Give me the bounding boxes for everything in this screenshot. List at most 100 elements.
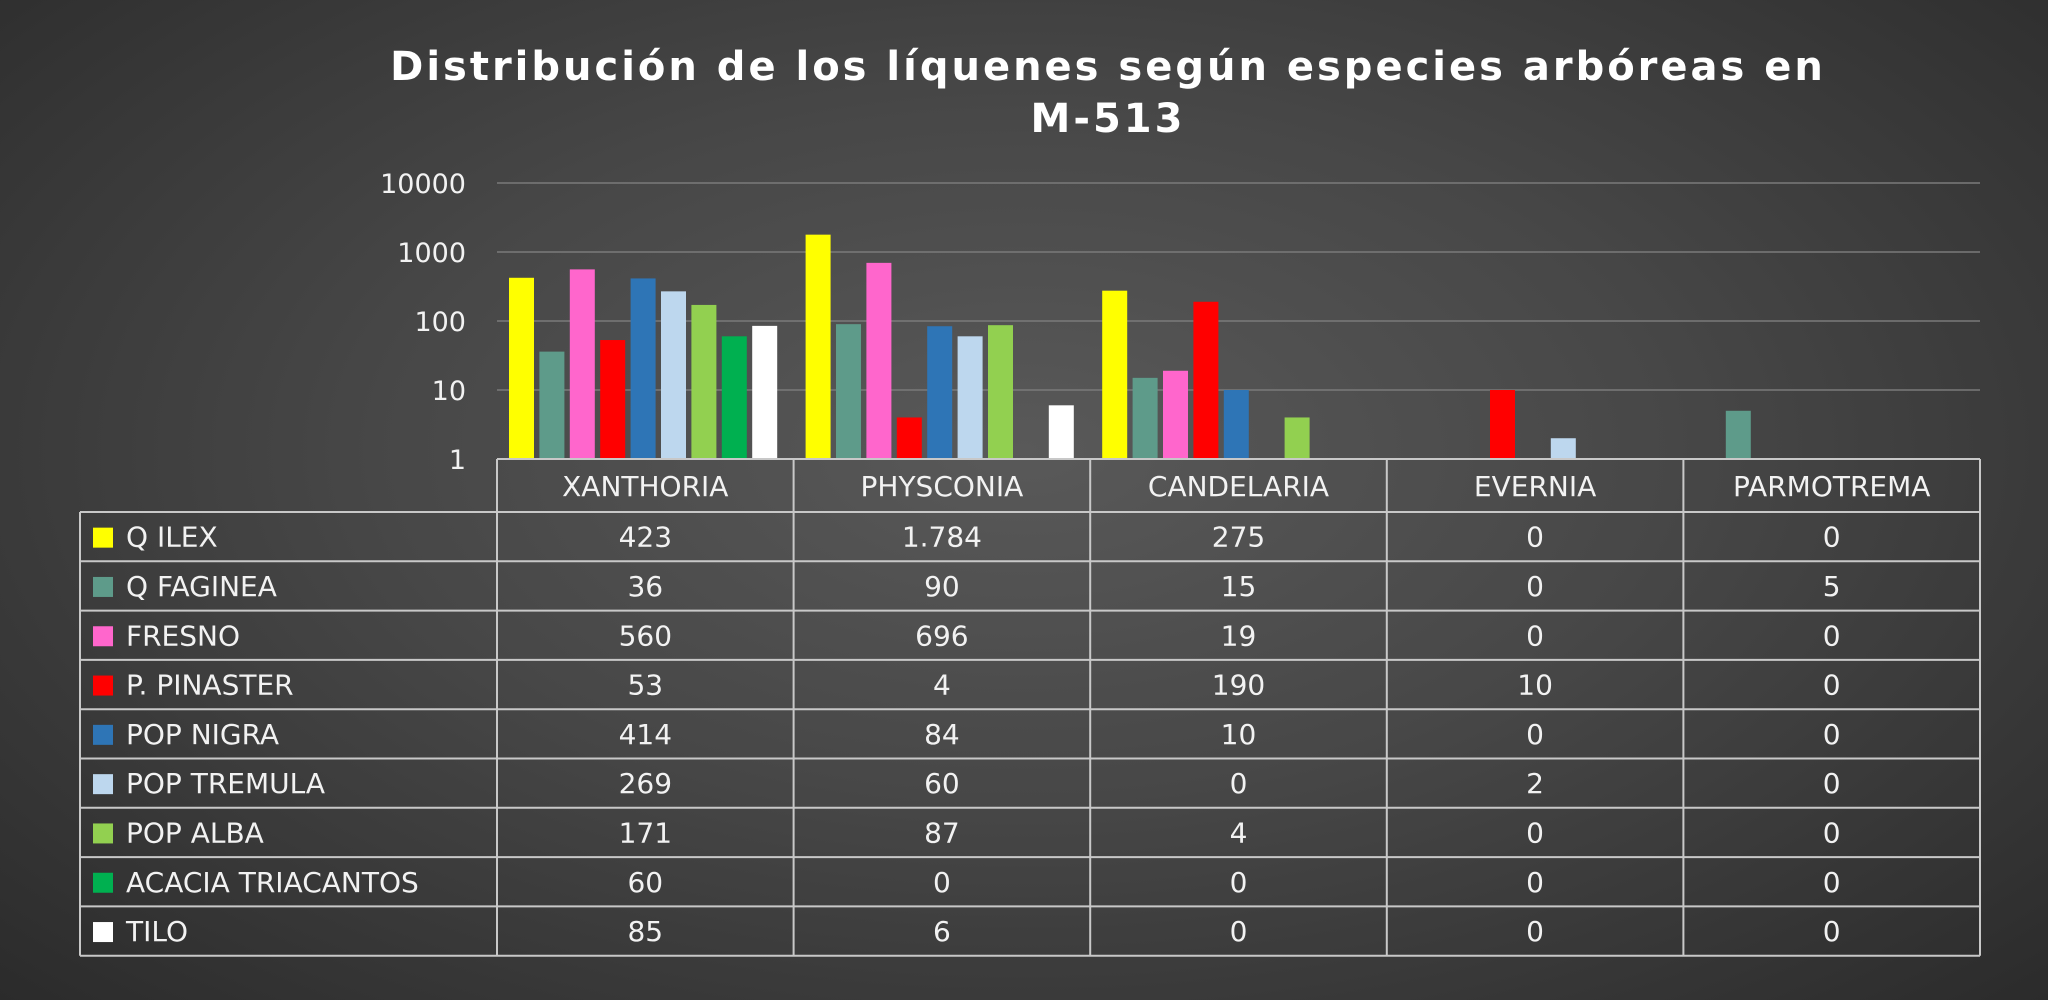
bar-fresno-candelaria: [1163, 370, 1188, 459]
data-label-pop-tremula-xanthoria: 269: [619, 767, 672, 800]
bar-fresno-xanthoria: [569, 269, 595, 459]
bar-q-ilex-xanthoria: [509, 277, 534, 459]
legend-label-q-ilex: Q ILEX: [126, 521, 218, 554]
data-label-fresno-candelaria: 19: [1221, 619, 1257, 652]
data-label-tilo-candelaria: 0: [1230, 915, 1248, 948]
bars: [509, 234, 1751, 459]
data-label-q-faginea-physconia: 90: [924, 570, 960, 603]
legend-key-fresno: [93, 626, 113, 647]
legend-key-pop-nigra: [93, 724, 113, 745]
data-label-pop-nigra-candelaria: 10: [1221, 718, 1257, 751]
data-label-tilo-physconia: 6: [933, 915, 951, 948]
bar-p-pinaster-candelaria: [1193, 301, 1219, 459]
bar-pop-tremula-physconia: [957, 336, 983, 459]
data-label-tilo-evernia: 0: [1526, 915, 1544, 948]
legend-key-acacia-triacantos: [93, 872, 113, 893]
category-label-parmotrema: PARMOTREMA: [1733, 470, 1930, 503]
category-label-xanthoria: XANTHORIA: [562, 470, 728, 503]
y-tick-label: 100: [414, 307, 466, 338]
bar-q-faginea-candelaria: [1132, 377, 1158, 459]
legend-label-tilo: TILO: [125, 915, 188, 948]
data-label-q-faginea-parmotrema: 5: [1823, 570, 1841, 603]
bar-pop-alba-candelaria: [1284, 417, 1310, 459]
bar-tilo-physconia: [1048, 405, 1074, 459]
bar-p-pinaster-xanthoria: [600, 340, 626, 459]
category-label-evernia: EVERNIA: [1474, 470, 1596, 503]
data-label-pop-tremula-evernia: 2: [1526, 767, 1544, 800]
y-tick-label: 1: [449, 445, 466, 476]
legend-label-p-pinaster: P. PINASTER: [126, 669, 294, 702]
bar-pop-alba-physconia: [988, 325, 1013, 459]
data-label-q-faginea-candelaria: 15: [1221, 570, 1257, 603]
y-tick-label: 10000: [380, 169, 466, 200]
data-label-q-ilex-xanthoria: 423: [619, 521, 672, 554]
y-axis-ticks: 1 10 100 1000 10000: [380, 169, 466, 476]
data-label-q-faginea-evernia: 0: [1526, 570, 1544, 603]
data-label-pop-alba-candelaria: 4: [1230, 816, 1248, 849]
legend-label-pop-nigra: POP NIGRA: [126, 718, 279, 751]
data-label-acacia-triacantos-candelaria: 0: [1230, 866, 1248, 899]
data-label-pop-alba-physconia: 87: [924, 816, 960, 849]
bar-tilo-xanthoria: [752, 325, 778, 459]
legend-key-tilo: [93, 922, 113, 943]
data-label-fresno-physconia: 696: [915, 619, 968, 652]
data-label-fresno-xanthoria: 560: [619, 619, 672, 652]
legend-key-q-ilex: [93, 527, 113, 548]
data-label-acacia-triacantos-physconia: 0: [933, 866, 951, 899]
data-label-tilo-parmotrema: 0: [1823, 915, 1841, 948]
bar-q-faginea-physconia: [836, 324, 861, 459]
data-label-p-pinaster-physconia: 4: [933, 669, 951, 702]
bar-acacia-triacantos-xanthoria: [721, 336, 747, 459]
bar-pop-nigra-physconia: [927, 326, 953, 459]
bar-pop-alba-xanthoria: [691, 304, 717, 459]
legend-label-pop-tremula: POP TREMULA: [126, 767, 325, 800]
data-table: XANTHORIA PHYSCONIA CANDELARIA EVERNIA PARMO…: [79, 458, 1981, 957]
data-label-fresno-parmotrema: 0: [1823, 619, 1841, 652]
data-label-pop-nigra-xanthoria: 414: [619, 718, 672, 751]
chart-title-line-2: M-513: [1031, 96, 1186, 142]
data-label-q-ilex-evernia: 0: [1526, 521, 1544, 554]
data-label-pop-alba-parmotrema: 0: [1823, 816, 1841, 849]
chart-title-line-1: Distribución de los líquenes según espec…: [390, 44, 1826, 90]
data-label-q-ilex-parmotrema: 0: [1823, 521, 1841, 554]
legend-label-acacia-triacantos: ACACIA TRIACANTOS: [126, 866, 419, 899]
data-label-pop-tremula-parmotrema: 0: [1823, 767, 1841, 800]
legend-key-pop-tremula: [93, 774, 113, 795]
data-label-fresno-evernia: 0: [1526, 619, 1544, 652]
bar-q-faginea-parmotrema: [1725, 410, 1751, 459]
data-label-q-faginea-xanthoria: 36: [627, 570, 663, 603]
legend-key-q-faginea: [93, 576, 113, 597]
bar-q-ilex-candelaria: [1102, 290, 1128, 459]
bar-p-pinaster-evernia: [1490, 390, 1515, 459]
legend-label-pop-alba: POP ALBA: [126, 816, 264, 849]
data-label-p-pinaster-evernia: 10: [1517, 669, 1553, 702]
bar-fresno-physconia: [866, 262, 892, 459]
data-label-pop-tremula-physconia: 60: [924, 767, 960, 800]
data-label-pop-nigra-parmotrema: 0: [1823, 718, 1841, 751]
data-label-acacia-triacantos-xanthoria: 60: [627, 866, 663, 899]
data-label-q-ilex-candelaria: 275: [1212, 521, 1265, 554]
y-tick-label: 1000: [397, 238, 466, 269]
category-label-physconia: PHYSCONIA: [861, 470, 1024, 503]
legend-label-q-faginea: Q FAGINEA: [126, 570, 277, 603]
data-label-pop-nigra-physconia: 84: [924, 718, 960, 751]
gridlines: [497, 182, 1980, 391]
bar-q-ilex-physconia: [805, 234, 831, 459]
data-label-pop-tremula-candelaria: 0: [1230, 767, 1248, 800]
legend-label-fresno: FRESNO: [126, 619, 240, 652]
data-label-acacia-triacantos-parmotrema: 0: [1823, 866, 1841, 899]
bar-p-pinaster-physconia: [896, 417, 922, 459]
data-label-pop-alba-evernia: 0: [1526, 816, 1544, 849]
data-label-p-pinaster-parmotrema: 0: [1823, 669, 1841, 702]
legend-key-p-pinaster: [93, 675, 113, 696]
data-label-p-pinaster-xanthoria: 53: [627, 669, 663, 702]
bar-q-faginea-xanthoria: [539, 351, 565, 459]
data-label-p-pinaster-candelaria: 190: [1212, 669, 1265, 702]
data-label-pop-alba-xanthoria: 171: [619, 816, 672, 849]
bar-pop-nigra-xanthoria: [630, 278, 656, 459]
data-label-acacia-triacantos-evernia: 0: [1526, 866, 1544, 899]
bar-pop-tremula-evernia: [1550, 438, 1576, 459]
bar-pop-tremula-xanthoria: [661, 291, 686, 459]
data-label-pop-nigra-evernia: 0: [1526, 718, 1544, 751]
